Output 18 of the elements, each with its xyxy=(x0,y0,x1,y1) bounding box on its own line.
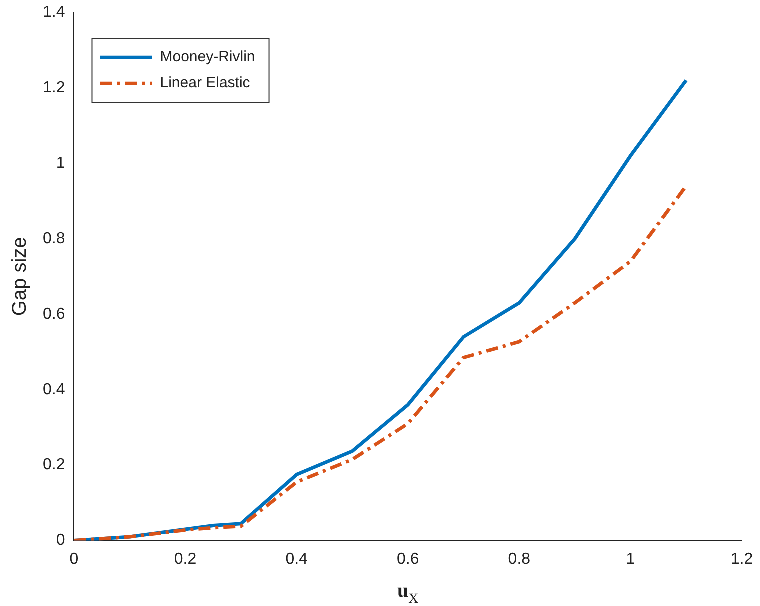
y-tick-label: 0 xyxy=(56,532,66,550)
x-tick-label: 0.8 xyxy=(508,550,531,568)
y-tick-label: 0.4 xyxy=(42,381,66,398)
y-axis-title: Gap size xyxy=(9,237,31,316)
legend-label: Mooney-Rivlin xyxy=(160,48,256,66)
y-tick-label: 1.2 xyxy=(42,79,66,96)
legend-label: Linear Elastic xyxy=(160,74,251,92)
x-tick-label: 0.4 xyxy=(286,550,308,568)
x-tick-label: 0 xyxy=(70,550,79,568)
y-tick-label: 1 xyxy=(56,154,66,172)
x-tick-label: 1.2 xyxy=(730,550,754,568)
y-tick-label: 1.4 xyxy=(42,4,66,22)
x-tick-label: 0.6 xyxy=(396,550,420,568)
y-tick-label: 0.8 xyxy=(42,230,66,248)
x-tick-label: 1 xyxy=(626,550,636,568)
x-tick-label: 0.2 xyxy=(174,550,197,568)
y-tick-label: 0.2 xyxy=(42,456,66,474)
y-tick-label: 0.6 xyxy=(42,306,66,323)
